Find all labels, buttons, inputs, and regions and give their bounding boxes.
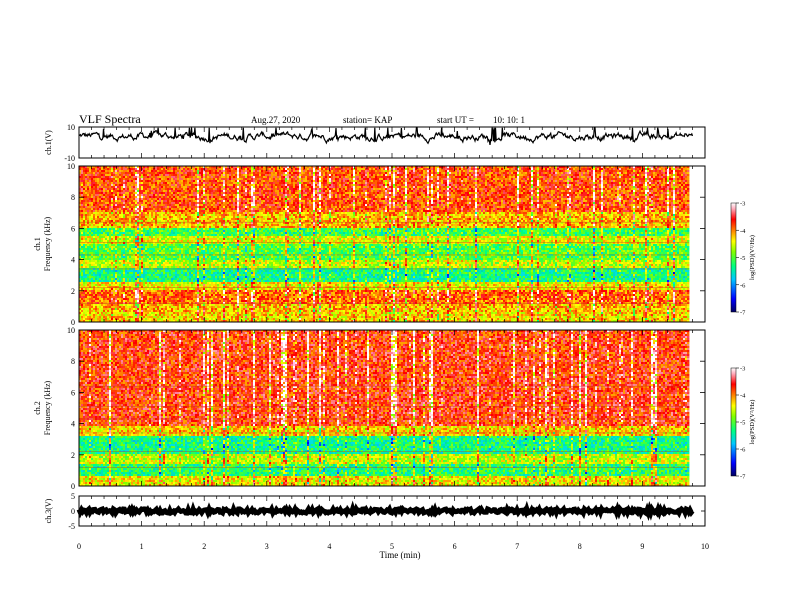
x-tick-label: 2 xyxy=(202,542,206,551)
waveform-line xyxy=(79,509,693,513)
y-axis-label: Frequency (kHz) xyxy=(43,216,52,271)
y-tick-label: 0 xyxy=(71,482,75,491)
colorbar-label: log(PSD)(V²/Hz) xyxy=(749,235,756,280)
colorbar-tick-label: -7 xyxy=(740,310,746,317)
y-tick-label: 10 xyxy=(67,326,75,335)
colorbar-label: log(PSD)(V²/Hz) xyxy=(749,400,756,445)
colorbar-gradient xyxy=(731,203,736,312)
start-ut-label: start UT = xyxy=(437,115,474,125)
waveform-line xyxy=(79,128,693,145)
y-tick-label: 4 xyxy=(71,256,75,265)
y-tick-label: 2 xyxy=(71,451,75,460)
spectrogram-image xyxy=(79,166,689,322)
ch1-colorbar: -3 -4 -5 -6 -7 log(PSD)(V²/Hz) xyxy=(731,201,756,317)
y-axis-label: ch.3(V) xyxy=(44,498,53,523)
y-tick-label: 6 xyxy=(71,388,75,397)
channel-label: ch.2 xyxy=(33,401,42,415)
ch2-spectrogram-panel: 0 2 4 6 8 10 ch.2 Frequency (kHz) xyxy=(33,326,705,491)
spectrogram-image xyxy=(79,330,689,486)
x-tick-label: 1 xyxy=(140,542,144,551)
y-tick-label: 2 xyxy=(71,287,75,296)
y-axis-label: ch.1(V) xyxy=(44,130,53,155)
start-ut-value: 10: 10: 1 xyxy=(493,115,525,125)
y-tick-label: 10 xyxy=(67,123,75,132)
colorbar-tick-label: -3 xyxy=(740,201,745,208)
station-label: station= KAP xyxy=(343,115,392,125)
y-tick-label: 0 xyxy=(71,507,75,516)
colorbar-tick-label: -5 xyxy=(740,255,745,262)
ch3-waveform-panel: 5 0 -5 ch.3(V) xyxy=(44,492,705,531)
ch2-colorbar: -3 -4 -5 -6 -7 log(PSD)(V²/Hz) xyxy=(731,366,756,481)
x-axis-label: Time (min) xyxy=(380,550,421,560)
x-tick-label: 10 xyxy=(701,542,709,551)
y-tick-label: 6 xyxy=(71,224,75,233)
x-tick-label: 6 xyxy=(453,542,457,551)
colorbar-tick-label: -4 xyxy=(740,393,746,400)
y-tick-label: 8 xyxy=(71,357,75,366)
y-tick-label: 5 xyxy=(71,492,75,501)
y-tick-label: 10 xyxy=(67,162,75,171)
colorbar-tick-label: -5 xyxy=(740,420,745,427)
x-tick-label: 3 xyxy=(265,542,269,551)
x-tick-label: 0 xyxy=(77,542,81,551)
x-tick-label: 8 xyxy=(578,542,582,551)
colorbar-tick-label: -4 xyxy=(740,228,746,235)
colorbar-tick-label: -3 xyxy=(740,366,745,373)
colorbar-tick-label: -6 xyxy=(740,282,746,289)
x-tick-label: 4 xyxy=(327,542,331,551)
x-tick-label: 7 xyxy=(515,542,519,551)
colorbar-gradient xyxy=(731,368,736,476)
y-tick-label: -5 xyxy=(68,522,75,531)
figure-title: VLF Spectra xyxy=(79,112,141,126)
y-axis-label: Frequency (kHz) xyxy=(43,380,52,435)
date-label: Aug.27, 2020 xyxy=(251,115,301,125)
y-tick-label: 4 xyxy=(71,420,75,429)
colorbar-tick-label: -6 xyxy=(740,447,746,454)
x-tick-label: 9 xyxy=(640,542,644,551)
colorbar-tick-label: -7 xyxy=(740,474,746,481)
channel-label: ch.1 xyxy=(33,237,42,251)
y-tick-label: 8 xyxy=(71,193,75,202)
